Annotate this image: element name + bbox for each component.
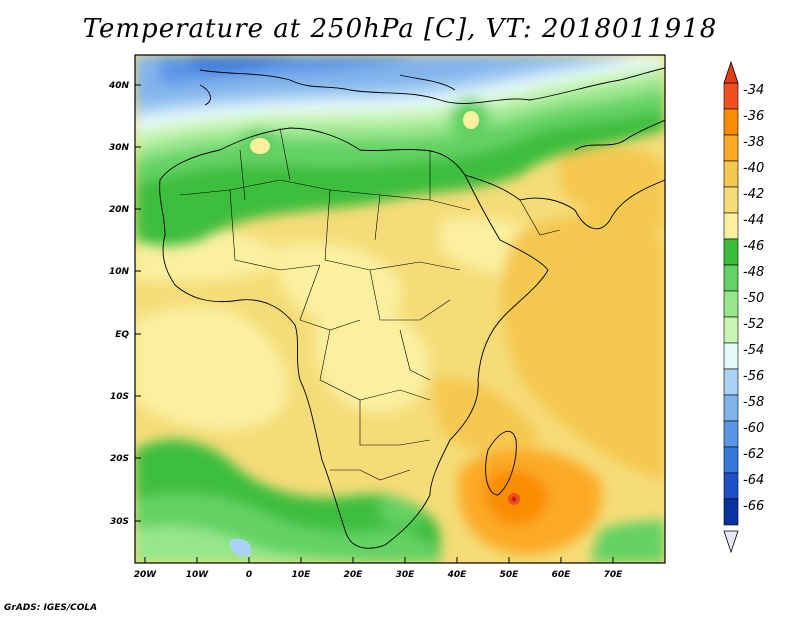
colorbar-labels: -34 -36 -38 -40 -42 -44 -46 -48 -50 -52 …	[743, 83, 764, 514]
lon-label: 20W	[134, 570, 158, 580]
colorbar-box	[723, 238, 739, 266]
colorbar-box	[723, 420, 739, 448]
colorbar-box	[723, 368, 739, 396]
colorbar-box	[723, 472, 739, 500]
lat-label: 10S	[110, 392, 129, 402]
colorbar-box	[723, 134, 739, 162]
colorbar-label: -54	[743, 343, 764, 358]
colorbar-top-arrow	[723, 60, 739, 84]
colorbar-box	[723, 82, 739, 110]
plot-frame	[134, 54, 666, 564]
colorbar-box	[723, 186, 739, 214]
colorbar-box	[723, 160, 739, 188]
colorbar-label: -44	[743, 213, 764, 228]
colorbar-label: -58	[743, 395, 764, 410]
colorbar-label: -66	[743, 499, 764, 514]
lat-label: 20S	[110, 454, 129, 464]
colorbar-label: -42	[743, 187, 764, 202]
lat-label: EQ	[115, 330, 129, 340]
lon-label: 10W	[186, 570, 210, 580]
colorbar-label: -64	[743, 473, 764, 488]
colorbar-boxes	[723, 82, 739, 526]
lat-label: 30N	[109, 143, 130, 153]
colorbar-box	[723, 498, 739, 526]
lon-label: 0	[246, 570, 252, 580]
lon-label: 50E	[500, 570, 520, 580]
colorbar-label: -56	[743, 369, 764, 384]
longitude-labels: 20W 10W 0 10E 20E 30E 40E 50E 60E 70E	[134, 570, 623, 580]
lon-label: 70E	[604, 570, 624, 580]
colorbar-bottom-arrow	[723, 530, 739, 554]
latitude-labels: 40N 30N 20N 10N EQ 10S 20S 30S	[108, 81, 130, 527]
colorbar-box	[723, 342, 739, 370]
colorbar-label: -62	[743, 447, 764, 462]
colorbar-label: -52	[743, 317, 764, 332]
coastlines	[159, 67, 665, 549]
lon-label: 20E	[344, 570, 364, 580]
temperature-field	[135, 55, 665, 563]
colorbar-box	[723, 290, 739, 318]
colorbar-label: -50	[743, 291, 764, 306]
lat-label: 30S	[110, 517, 129, 527]
axis-ticks	[135, 84, 614, 563]
lat-label: 40N	[108, 81, 130, 91]
colorbar-label: -40	[743, 161, 764, 176]
colorbar-box	[723, 446, 739, 474]
lon-label: 30E	[396, 570, 416, 580]
country-borders	[179, 127, 561, 481]
credit-text: GrADS: IGES/COLA	[4, 603, 98, 613]
colorbar-label: -36	[743, 109, 764, 124]
colorbar-box	[723, 212, 739, 240]
colorbar-box	[723, 316, 739, 344]
colorbar-box	[723, 264, 739, 292]
colorbar-box	[723, 108, 739, 136]
colorbar-label: -60	[743, 421, 764, 436]
colorbar-label: -34	[743, 83, 764, 98]
colorbar-box	[723, 394, 739, 422]
map-title: Temperature at 250hPa [C], VT: 201801191…	[82, 14, 718, 44]
lat-label: 10N	[109, 267, 130, 277]
lon-label: 10E	[292, 570, 312, 580]
lat-label: 20N	[109, 205, 130, 215]
colorbar-label: -38	[743, 135, 764, 150]
lon-label: 60E	[552, 570, 572, 580]
lon-label: 40E	[447, 570, 468, 580]
colorbar-label: -46	[743, 239, 764, 254]
colorbar-label: -48	[743, 265, 764, 280]
